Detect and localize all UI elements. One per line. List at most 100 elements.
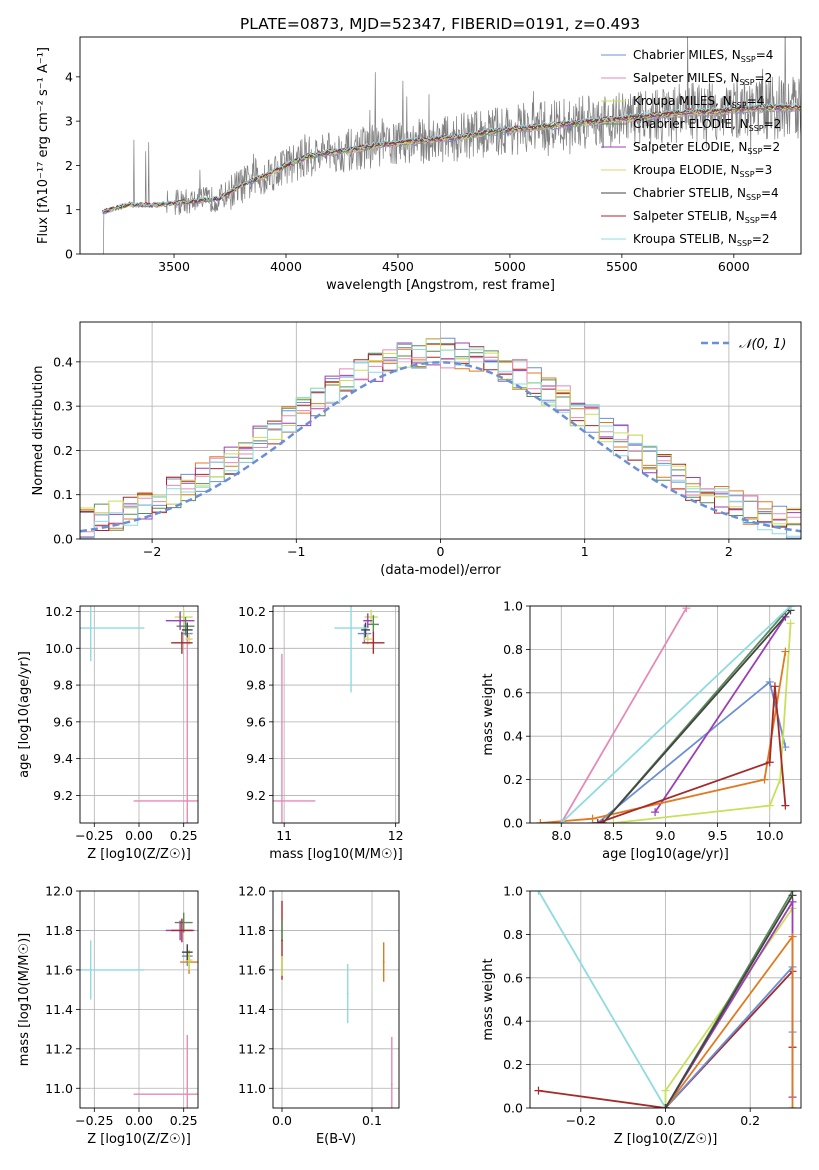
x-tick-label: 0.00 bbox=[125, 1113, 153, 1128]
y-tick-label: 0.8 bbox=[503, 927, 523, 942]
chart-panel-3: 11 12 9.2 9.4 9.6 9.8 10.0 10.2 mass [log10(M/M☉… bbox=[238, 604, 404, 862]
data-point bbox=[188, 638, 191, 641]
y-tick-label: 3 bbox=[65, 114, 73, 129]
y-tick-label: 0.6 bbox=[503, 970, 523, 985]
x-tick-label: 4000 bbox=[270, 259, 302, 274]
chart-panel-4: 8.0 8.5 9.0 9.5 10.0 0.0 0.2 0.4 0.6 0.8 1.0 age [l… bbox=[481, 599, 802, 862]
x-tick-label: −0.25 bbox=[75, 828, 113, 843]
y-tick-label: 10.0 bbox=[45, 641, 73, 656]
y-tick-label: 0.0 bbox=[503, 1101, 523, 1116]
data-point bbox=[188, 959, 191, 962]
normal-curve bbox=[80, 361, 801, 533]
legend-label: Salpeter MILES, NSSP=2 bbox=[633, 71, 772, 87]
x-tick-label: 8.5 bbox=[603, 828, 623, 843]
mass-weight-line-4 bbox=[654, 616, 787, 813]
mass-weight-marker bbox=[786, 619, 795, 628]
y-tick-label: 11.6 bbox=[238, 962, 266, 977]
mass-weight-line-1 bbox=[540, 607, 688, 823]
y-tick-label: 11.0 bbox=[45, 1081, 73, 1096]
data-point bbox=[372, 641, 375, 644]
mass-weight-line-2 bbox=[664, 964, 794, 1108]
y-tick-label: 9.6 bbox=[53, 714, 73, 729]
x-axis-label: Z [log10(Z/Z☉)] bbox=[87, 847, 191, 862]
data-point bbox=[184, 625, 187, 628]
y-tick-label: 9.2 bbox=[53, 788, 73, 803]
residual-histogram-7 bbox=[80, 343, 801, 539]
data-point bbox=[390, 1083, 393, 1086]
x-tick-label: 1 bbox=[581, 544, 589, 559]
x-tick-label: 10.0 bbox=[756, 828, 784, 843]
mass-weight-marker bbox=[765, 758, 774, 767]
y-tick-label: 0.4 bbox=[53, 354, 73, 369]
axes-frame bbox=[529, 890, 802, 1109]
x-tick-label: 9.0 bbox=[656, 828, 676, 843]
mass-weight-line-5 bbox=[540, 651, 787, 823]
y-tick-label: 11.4 bbox=[238, 1002, 266, 1017]
chart-panel-5: −0.25 0.00 0.25 11.0 11.2 11.4 11.6 11.8 12.0 Z [… bbox=[17, 884, 199, 1147]
y-tick-label: 11.4 bbox=[45, 1002, 73, 1017]
mass-weight-line-6 bbox=[664, 933, 794, 1108]
y-axis-label: Normed distribution bbox=[31, 366, 46, 496]
y-tick-label: 10.2 bbox=[238, 604, 266, 619]
x-tick-label: 9.5 bbox=[708, 828, 728, 843]
y-tick-label: 0.2 bbox=[503, 1057, 523, 1072]
y-tick-label: 11.0 bbox=[238, 1081, 266, 1096]
data-point bbox=[350, 627, 353, 630]
x-axis-label: age [log10(age/yr)] bbox=[602, 847, 729, 862]
mass-weight-marker bbox=[534, 1086, 543, 1095]
x-tick-label: 0.00 bbox=[125, 828, 153, 843]
mass-weight-marker bbox=[609, 819, 618, 823]
mass-weight-line-2 bbox=[613, 623, 792, 823]
y-tick-label: 1.0 bbox=[503, 884, 523, 899]
axes-frame bbox=[529, 605, 802, 824]
data-point bbox=[182, 616, 185, 619]
mass-weight-marker bbox=[536, 819, 545, 823]
mass-weight-marker bbox=[770, 682, 779, 691]
y-tick-label: 12.0 bbox=[45, 884, 73, 899]
mass-weight-marker bbox=[781, 647, 790, 656]
legend-label: Kroupa STELIB, NSSP=2 bbox=[633, 232, 770, 248]
mass-weight-line-7 bbox=[597, 686, 787, 823]
y-tick-label: 0.4 bbox=[503, 729, 523, 744]
x-tick-label: 5500 bbox=[606, 259, 638, 274]
y-tick-label: 0.6 bbox=[503, 685, 523, 700]
legend-label: Chabrier MILES, NSSP=4 bbox=[633, 48, 773, 64]
axes-frame bbox=[79, 605, 199, 824]
y-tick-label: 1 bbox=[65, 202, 73, 217]
mass-weight-marker bbox=[661, 1086, 670, 1095]
panels-layer: 3500 4000 4500 5000 5500 600001234wavelength … bbox=[17, 36, 802, 1147]
x-tick-label: 12 bbox=[388, 828, 404, 843]
y-tick-label: 0.0 bbox=[53, 532, 73, 547]
y-tick-label: 10.0 bbox=[238, 641, 266, 656]
axes-frame bbox=[272, 605, 400, 824]
y-tick-label: 0.3 bbox=[53, 399, 73, 414]
data-point bbox=[281, 929, 283, 932]
y-tick-label: 0.0 bbox=[503, 816, 523, 831]
x-tick-label: 0.2 bbox=[740, 1113, 760, 1128]
data-point bbox=[366, 638, 369, 641]
data-point bbox=[364, 628, 367, 631]
x-tick-label: −0.25 bbox=[75, 1113, 113, 1128]
x-axis-label: mass [log10(M/M☉)] bbox=[269, 847, 402, 862]
plot-area bbox=[273, 606, 385, 823]
x-tick-label: 4500 bbox=[382, 259, 414, 274]
y-tick-label: 1.0 bbox=[503, 599, 523, 614]
mass-weight-marker bbox=[765, 801, 774, 810]
data-point bbox=[89, 968, 92, 971]
data-point bbox=[370, 616, 373, 619]
mass-weight-marker bbox=[760, 775, 769, 784]
mass-weight-marker bbox=[588, 814, 597, 823]
y-tick-label: 11.6 bbox=[45, 962, 73, 977]
data-point bbox=[179, 619, 182, 622]
y-tick-label: 0.4 bbox=[503, 1014, 523, 1029]
data-point bbox=[346, 992, 349, 995]
x-tick-label: 11 bbox=[276, 828, 292, 843]
mass-weight-marker bbox=[788, 891, 797, 900]
legend-label: Kroupa ELODIE, NSSP=3 bbox=[633, 163, 772, 179]
y-tick-label: 0 bbox=[65, 247, 73, 262]
data-point bbox=[366, 619, 369, 622]
data-point bbox=[186, 1093, 189, 1096]
mass-weight-marker bbox=[781, 801, 790, 810]
y-tick-label: 11.2 bbox=[45, 1041, 73, 1056]
